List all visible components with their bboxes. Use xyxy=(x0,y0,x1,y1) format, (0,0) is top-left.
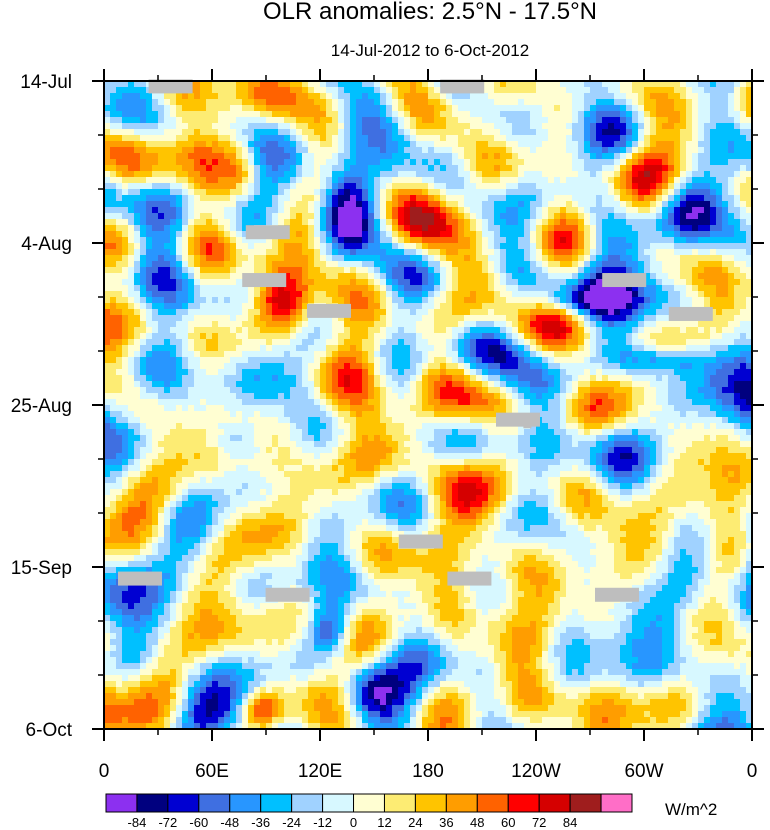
y-axis: 14-Jul 4-Aug 25-Aug 15-Sep 6-Oct xyxy=(11,72,764,741)
colorbar-label-3: -48 xyxy=(220,815,239,830)
x-tick-label-3: 180 xyxy=(412,761,444,782)
missing-patch-4 xyxy=(307,303,351,318)
chart-title: OLR anomalies: 2.5°N - 17.5°N xyxy=(262,0,597,25)
missing-patch-3 xyxy=(242,273,287,288)
x-tick-label-1: 60E xyxy=(195,761,229,782)
colorbar-box-5 xyxy=(260,793,293,813)
colorbar-box-6 xyxy=(291,793,324,813)
colorbar-box-9 xyxy=(383,793,416,813)
colorbar-box-4 xyxy=(229,793,262,813)
colorbar-label-1: -72 xyxy=(158,815,177,830)
missing-patch-0 xyxy=(148,79,193,94)
missing-patch-1 xyxy=(440,79,485,94)
colorbar-label-7: 0 xyxy=(350,815,357,830)
colorbar-box-12 xyxy=(476,793,509,813)
x-tick-label-4: 120W xyxy=(511,761,561,782)
missing-patch-8 xyxy=(398,534,443,549)
colorbar-label-9: 24 xyxy=(408,815,422,830)
colorbar-label-10: 36 xyxy=(439,815,453,830)
missing-patch-7 xyxy=(496,412,540,427)
colorbar-box-16 xyxy=(600,793,633,813)
colorbar-box-2 xyxy=(167,793,200,813)
missing-patch-12 xyxy=(595,587,639,602)
colorbar-box-1 xyxy=(136,793,169,813)
colorbar-label-8: 12 xyxy=(377,815,391,830)
y-tick-label-3: 15-Sep xyxy=(11,558,72,579)
colorbar-box-15 xyxy=(569,793,602,813)
missing-data-layer xyxy=(118,79,713,602)
missing-patch-10 xyxy=(118,571,162,586)
colorbar-label-6: -12 xyxy=(313,815,332,830)
x-tick-label-0: 0 xyxy=(99,761,110,782)
x-axis: 0 60E 120E 180 120W 60W 0 xyxy=(99,69,758,782)
colorbar-box-14 xyxy=(538,793,571,813)
colorbar-label-5: -24 xyxy=(282,815,301,830)
x-tick-label-6: 0 xyxy=(747,761,758,782)
missing-patch-2 xyxy=(245,225,290,240)
colorbar-label-4: -36 xyxy=(251,815,270,830)
colorbar-units: W/m^2 xyxy=(665,800,717,819)
colorbar-box-3 xyxy=(198,793,231,813)
x-tick-label-2: 120E xyxy=(298,761,342,782)
missing-patch-6 xyxy=(668,306,713,321)
chart-subtitle: 14-Jul-2012 to 6-Oct-2012 xyxy=(330,41,530,60)
colorbar-box-13 xyxy=(507,793,540,813)
x-tick-label-5: 60W xyxy=(624,761,663,782)
y-tick-label-0: 14-Jul xyxy=(20,72,72,93)
colorbar-label-0: -84 xyxy=(128,815,147,830)
anomaly-field xyxy=(104,81,753,730)
y-tick-label-2: 25-Aug xyxy=(11,396,72,417)
colorbar-box-8 xyxy=(353,793,385,813)
y-tick-label-4: 6-Oct xyxy=(26,720,73,741)
colorbar-label-2: -60 xyxy=(189,815,208,830)
colorbar-label-12: 60 xyxy=(501,815,515,830)
colorbar-label-11: 48 xyxy=(470,815,484,830)
colorbar-box-10 xyxy=(414,793,447,813)
colorbar-box-7 xyxy=(322,793,355,813)
missing-patch-11 xyxy=(265,587,310,602)
y-tick-label-1: 4-Aug xyxy=(21,234,72,255)
colorbar: -84 -72 -60 -48 -36 -24 -12 0 12 24 36 48 60 72 84 W/m^… xyxy=(105,793,717,830)
colorbar-label-13: 72 xyxy=(532,815,546,830)
colorbar-box-0 xyxy=(105,793,138,813)
missing-patch-5 xyxy=(602,273,647,288)
missing-patch-small xyxy=(523,414,532,429)
missing-patch-9 xyxy=(447,571,492,586)
colorbar-box-11 xyxy=(445,793,478,813)
colorbar-label-14: 84 xyxy=(563,815,577,830)
